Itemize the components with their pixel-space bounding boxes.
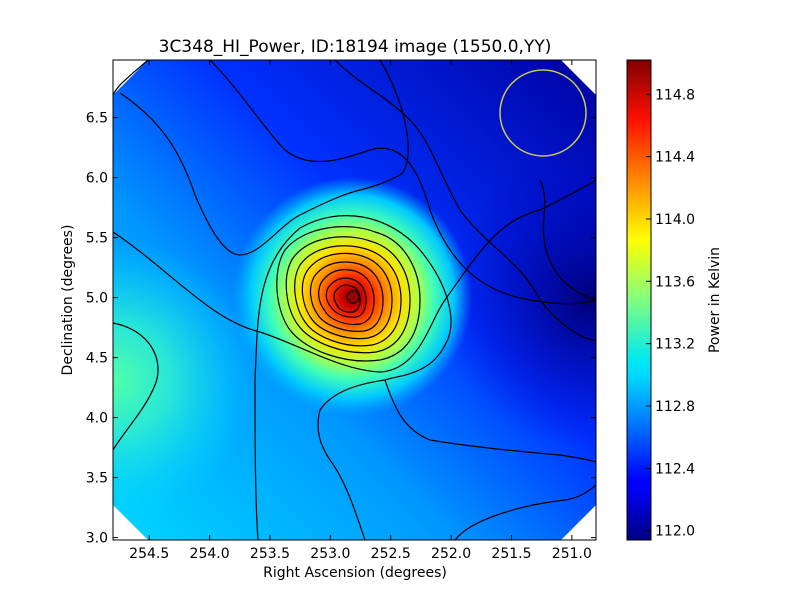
colorbar-tick-label: 113.6: [655, 274, 695, 290]
x-tick-label: 252.0: [431, 546, 471, 562]
colorbar-tick-label: 112.4: [655, 461, 695, 477]
y-tick-label: 5.5: [86, 231, 108, 247]
colorbar-tick-label: 114.4: [655, 150, 695, 166]
heatmap-field: [113, 60, 596, 540]
beam-circle: [499, 69, 587, 157]
colorbar-tick-label: 112.0: [655, 524, 695, 540]
colorbar-tick-label: 114.0: [655, 212, 695, 228]
colorbar-tick-label: 112.8: [655, 399, 695, 415]
x-axis-label: Right Ascension (degrees): [263, 565, 447, 581]
x-tick-label: 252.5: [371, 546, 411, 562]
x-tick-label: 254.0: [190, 546, 230, 562]
x-tick-label: 254.5: [129, 546, 169, 562]
plot-frame: [112, 59, 597, 541]
x-tick-label: 253.0: [310, 546, 350, 562]
y-axis-label: Declination (degrees): [60, 225, 76, 376]
colorbar-tick-label: 114.8: [655, 87, 695, 103]
y-axis-ticks: 3.0 3.5 4.0 4.5 5.0 5.5 6.0 6.5: [86, 111, 596, 547]
x-tick-label: 251.0: [552, 546, 592, 562]
colorbar-tick-label: 113.2: [655, 337, 695, 353]
x-tick-label: 251.5: [491, 546, 531, 562]
contour-lines: [113, 60, 596, 540]
x-tick-label: 253.5: [250, 546, 290, 562]
y-tick-label: 3.5: [86, 471, 108, 487]
colorbar-ticks: 112.0 112.4 112.8 113.2 113.6 114.0 114.4 114.8: [646, 87, 695, 540]
colorbar-label: Power in Kelvin: [707, 247, 723, 353]
colorbar: [626, 59, 652, 541]
y-tick-label: 6.0: [86, 171, 108, 187]
y-tick-label: 4.0: [86, 411, 108, 427]
y-tick-label: 6.5: [86, 111, 108, 127]
chart-title: 3C348_HI_Power, ID:18194 image (1550.0,Y…: [159, 37, 552, 57]
x-axis-ticks: 254.5 254.0 253.5 253.0 252.5 252.0 251.5 251.0: [129, 60, 592, 562]
y-tick-label: 3.0: [86, 531, 108, 547]
y-tick-label: 5.0: [86, 291, 108, 307]
y-tick-label: 4.5: [86, 351, 108, 367]
